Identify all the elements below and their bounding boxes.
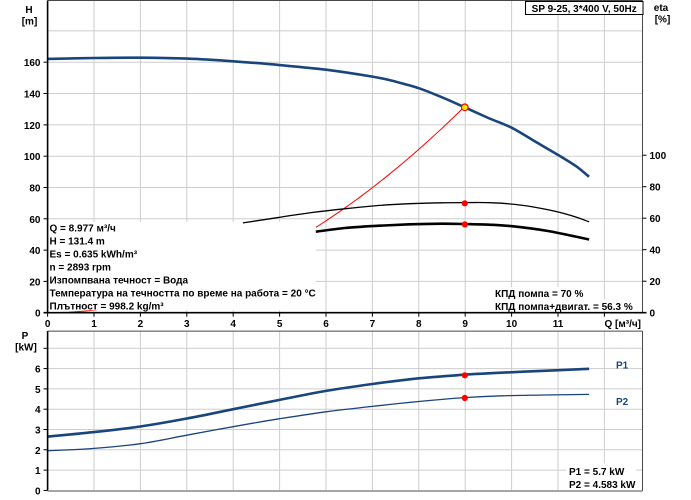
svg-text:3: 3 — [184, 319, 190, 330]
svg-text:20: 20 — [650, 277, 662, 288]
svg-text:P2: P2 — [616, 397, 629, 408]
svg-text:160: 160 — [24, 58, 41, 69]
svg-text:1: 1 — [35, 466, 41, 477]
svg-text:P1: P1 — [616, 361, 629, 372]
svg-text:100: 100 — [650, 151, 667, 162]
svg-text:6: 6 — [323, 319, 329, 330]
svg-text:H: H — [25, 5, 32, 16]
svg-text:n = 2893 rpm: n = 2893 rpm — [50, 263, 112, 274]
svg-text:40: 40 — [29, 246, 41, 257]
svg-text:SP 9-25, 3*400 V, 50Hz: SP 9-25, 3*400 V, 50Hz — [532, 4, 637, 15]
svg-text:60: 60 — [29, 215, 41, 226]
svg-text:2: 2 — [138, 319, 144, 330]
svg-text:11: 11 — [553, 319, 564, 330]
svg-text:Изпомпвана течност = Вода: Изпомпвана течност = Вода — [50, 276, 189, 287]
svg-text:Q [м³/ч]: Q [м³/ч] — [604, 319, 641, 330]
svg-text:[%]: [%] — [655, 15, 671, 26]
svg-text:120: 120 — [24, 121, 41, 132]
svg-text:КПД помпа = 70 %: КПД помпа = 70 % — [495, 289, 584, 300]
svg-text:5: 5 — [277, 319, 283, 330]
svg-text:[kW]: [kW] — [15, 343, 37, 354]
svg-text:Температура на течността по вр: Температура на течността по време на раб… — [50, 288, 316, 300]
svg-text:2: 2 — [35, 446, 41, 457]
svg-text:КПД помпа+двигат. = 56.3 %: КПД помпа+двигат. = 56.3 % — [495, 302, 633, 313]
svg-text:eta: eta — [654, 3, 669, 14]
svg-text:Q = 8.977 м³/ч: Q = 8.977 м³/ч — [50, 224, 116, 235]
svg-text:0: 0 — [650, 309, 656, 320]
svg-text:[m]: [m] — [22, 17, 38, 28]
svg-text:5: 5 — [35, 385, 41, 396]
svg-text:140: 140 — [24, 90, 41, 101]
svg-text:6: 6 — [35, 365, 41, 376]
svg-text:Плътност = 998.2 kg/m³: Плътност = 998.2 kg/m³ — [50, 302, 165, 313]
svg-text:P: P — [22, 331, 29, 342]
svg-text:4: 4 — [35, 405, 41, 416]
svg-text:P1 = 5.7 kW: P1 = 5.7 kW — [569, 467, 625, 478]
svg-text:10: 10 — [506, 319, 518, 330]
svg-text:8: 8 — [416, 319, 422, 330]
svg-text:40: 40 — [650, 246, 662, 257]
svg-text:4: 4 — [230, 319, 236, 330]
svg-text:0: 0 — [35, 486, 41, 497]
svg-text:80: 80 — [650, 183, 662, 194]
svg-text:H = 131.4 m: H = 131.4 m — [50, 237, 105, 248]
svg-text:60: 60 — [650, 214, 662, 225]
svg-text:1: 1 — [91, 319, 97, 330]
svg-text:Es = 0.635 kWh/m³: Es = 0.635 kWh/m³ — [50, 250, 138, 261]
svg-text:0: 0 — [35, 309, 41, 320]
svg-text:0: 0 — [45, 319, 51, 330]
svg-text:7: 7 — [370, 319, 376, 330]
svg-text:100: 100 — [24, 152, 41, 163]
svg-text:80: 80 — [29, 184, 41, 195]
svg-text:3: 3 — [35, 426, 41, 437]
svg-text:P2 = 4.583 kW: P2 = 4.583 kW — [569, 480, 636, 491]
svg-text:9: 9 — [462, 319, 468, 330]
svg-text:20: 20 — [29, 277, 41, 288]
